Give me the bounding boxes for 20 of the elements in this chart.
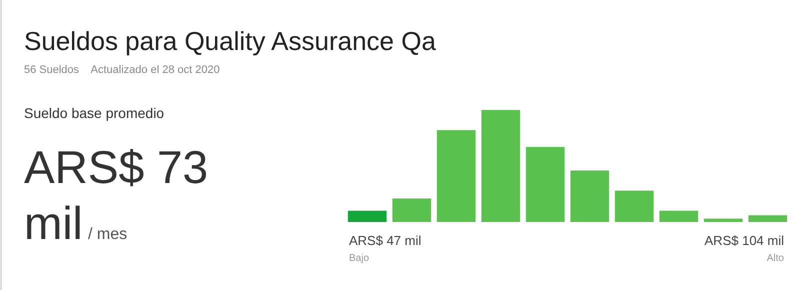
text: / mes <box>88 226 128 244</box>
bar <box>481 110 520 222</box>
text: 56 Sueldos Actualizado el 28 oct 2020 <box>24 64 220 76</box>
chart-title: Sueldos para Quality Assurance Qa <box>24 26 436 57</box>
text: ARS$ 73 <box>24 140 208 194</box>
bar <box>348 210 387 222</box>
bar <box>748 215 788 222</box>
text: ARS$ 104 mil <box>704 233 784 248</box>
text: Bajo <box>349 253 370 264</box>
text: Sueldo base promedio <box>24 105 164 121</box>
bar <box>436 130 476 222</box>
text: Alto <box>766 253 784 264</box>
text: mil <box>24 196 83 250</box>
bar <box>614 190 654 222</box>
bar <box>526 146 565 222</box>
bar <box>392 198 432 222</box>
text: ARS$ 47 mil <box>349 233 422 248</box>
bar <box>570 170 610 222</box>
bar <box>659 210 698 222</box>
bar <box>704 218 743 222</box>
